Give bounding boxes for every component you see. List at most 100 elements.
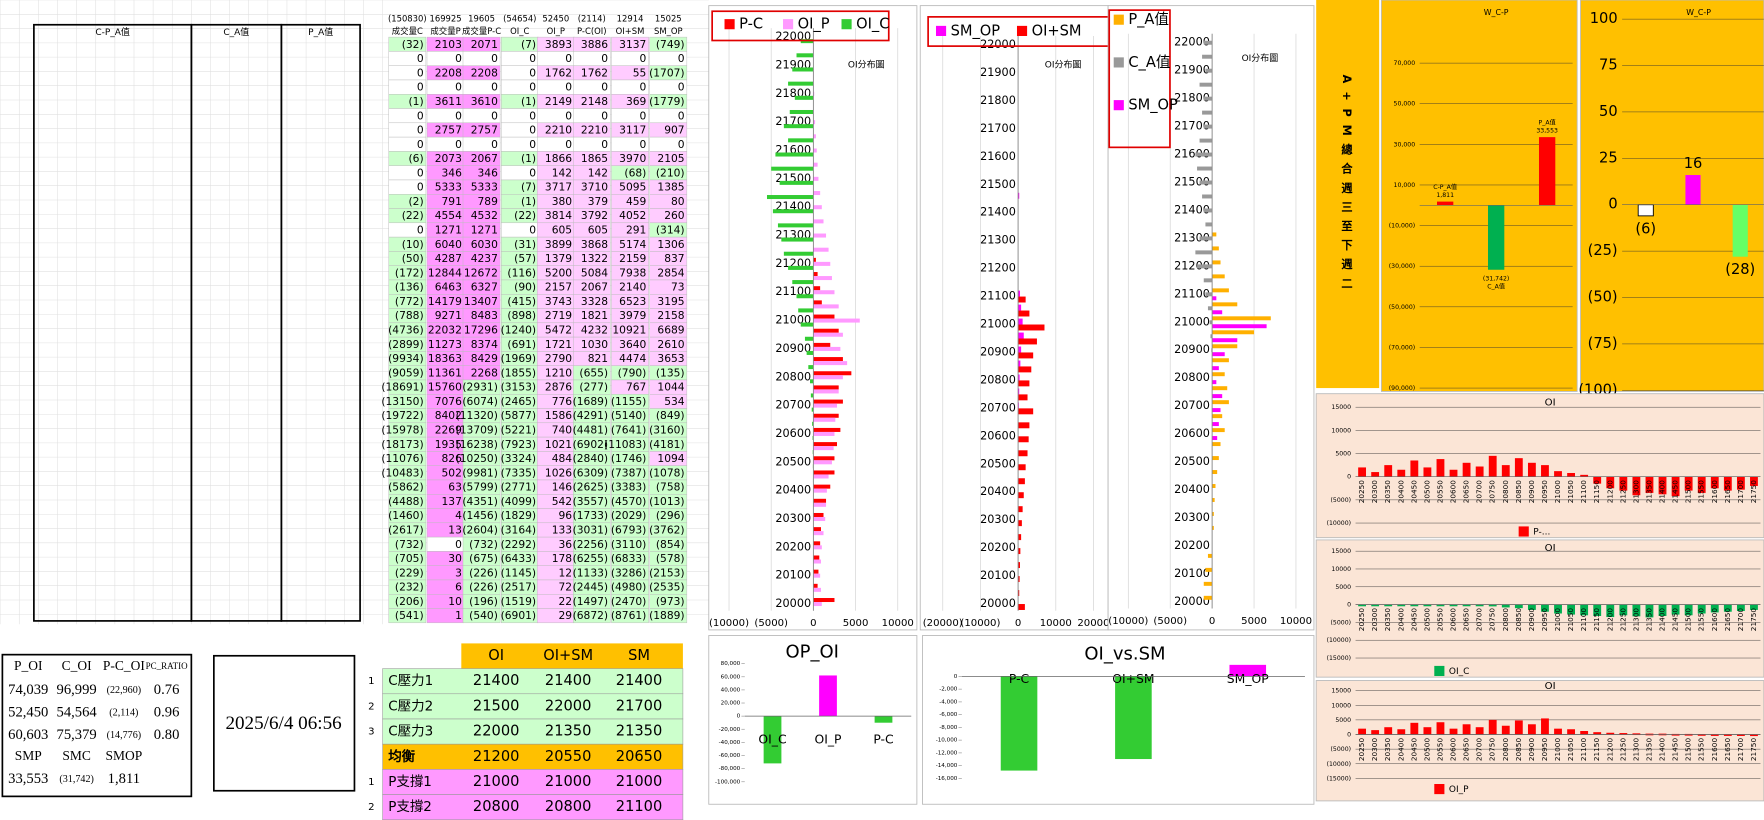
bar	[788, 81, 814, 86]
bar	[813, 456, 835, 461]
bar	[1018, 352, 1034, 359]
table-cell-text: 30	[448, 552, 462, 565]
data-label: 16	[1684, 155, 1703, 172]
levels-name: 均衡	[388, 748, 415, 765]
table-cell-text: 1322	[581, 252, 608, 265]
table-cell-text: 11273	[428, 338, 462, 351]
table-cell-text: 3611	[435, 95, 462, 108]
x-tick-label: 20900	[1527, 738, 1536, 762]
bar	[1018, 380, 1030, 387]
bar	[813, 559, 821, 564]
table-cell-text: 2268	[471, 366, 498, 379]
table-cell-text: 3710	[581, 181, 608, 194]
levels-value: 21350	[545, 723, 591, 740]
table-cell-text: 2208	[471, 66, 498, 79]
y-tick-label: (10000)	[1327, 637, 1351, 644]
table-cell-text: 3979	[619, 309, 646, 322]
bar	[1197, 166, 1213, 171]
table-cell-text: 0	[529, 138, 536, 151]
table-cell-text: (2931)	[462, 381, 498, 394]
x-tick-label: 21500	[1684, 480, 1693, 504]
y-tick-label: (5000)	[1331, 746, 1352, 753]
bar	[1637, 204, 1654, 217]
table-cell-text: 1935	[435, 438, 462, 451]
x-tick-label: 20350	[1383, 738, 1392, 762]
bar	[813, 290, 835, 295]
bar	[1202, 194, 1213, 199]
table-cell-text: 55	[633, 66, 647, 79]
y-tick-label: (75)	[1588, 335, 1618, 352]
table-cell-text: 0	[455, 109, 462, 122]
bar	[1514, 458, 1523, 477]
summary-header: SMC	[62, 748, 90, 763]
levels-value: 21000	[616, 773, 662, 790]
x-tick-label: OI_C	[758, 733, 786, 747]
table-cell-text: 2073	[435, 152, 462, 165]
x-tick-label: 21450	[1671, 738, 1680, 762]
summary-border	[1, 653, 193, 798]
table-cell-text: (5877)	[501, 409, 536, 422]
table-cell-text: 80	[671, 195, 685, 208]
bar	[788, 265, 814, 270]
table-cell-text: 0	[491, 138, 498, 151]
table-cell-text: 0	[417, 66, 424, 79]
table-cell-text: 2105	[657, 152, 684, 165]
table-cell-text: (31)	[514, 238, 536, 251]
table-cell-text: 2876	[545, 381, 572, 394]
table-cell-text: (1078)	[649, 466, 685, 479]
bar	[1018, 520, 1022, 527]
table-cell-text: 346	[477, 166, 498, 179]
bar	[1203, 96, 1213, 101]
table-cell-text: 36	[559, 538, 573, 551]
table-cell-text: (277)	[579, 381, 608, 394]
table-cell-text: 379	[588, 195, 609, 208]
table-cell-text: (2617)	[388, 524, 424, 537]
table-cell-text: 0	[455, 81, 462, 94]
y-tick-label: 21500	[980, 178, 1016, 191]
y-tick-label: 10000	[1331, 566, 1351, 573]
table-cell-text: 2067	[581, 281, 608, 294]
x-tick-label: 21300	[1631, 738, 1640, 762]
table-cell-text: (1145)	[501, 566, 536, 579]
bar	[1606, 604, 1615, 618]
y-tick-label: 20400	[775, 484, 811, 497]
table-cell-text: (16238)	[456, 438, 498, 451]
x-tick-label: SM_OP	[1227, 672, 1269, 686]
y-tick-label: 21800	[1174, 92, 1210, 105]
bar	[1000, 676, 1038, 771]
table-cell-text: 0	[529, 81, 536, 94]
table-cell-text: 0	[640, 52, 647, 65]
column-total: (150830)	[388, 14, 427, 24]
table-cell-text: (2153)	[649, 566, 685, 579]
x-tick-label: 21150	[1592, 608, 1601, 632]
table-cell-text: 5472	[545, 324, 572, 337]
bar	[1384, 604, 1393, 607]
bar	[813, 389, 839, 394]
table-cell-text: (854)	[656, 538, 685, 551]
table-cell-text: 0	[417, 138, 424, 151]
bar	[813, 304, 839, 309]
y-tick-label: 21500	[1174, 176, 1210, 189]
x-tick-label: 21400	[1658, 738, 1667, 762]
levels-row-bg	[382, 693, 684, 720]
table-cell-text: 1865	[581, 152, 608, 165]
x-tick-label: 21500	[1684, 608, 1693, 632]
x-tick-label: 20600	[1449, 738, 1458, 762]
table-cell-text: 907	[664, 124, 684, 137]
legend-label: OI+SM	[1032, 22, 1082, 39]
x-tick-label: 20850	[1514, 738, 1523, 762]
bar	[1199, 82, 1213, 87]
x-tick-label: 20450	[1409, 608, 1418, 632]
bar	[1018, 332, 1024, 339]
y-tick-label: -16,000	[936, 776, 958, 782]
bar	[1018, 450, 1028, 457]
table-cell-text: (1)	[409, 95, 424, 108]
table-cell-text: (3383)	[611, 481, 647, 494]
y-tick-label: 20800	[775, 370, 811, 383]
y-tick-label: 20300	[980, 513, 1016, 526]
x-tick-label: 20300	[1370, 480, 1379, 504]
bar	[1212, 456, 1219, 461]
table-cell-text: 3893	[545, 38, 572, 51]
bar	[813, 120, 816, 125]
table-cell-text: (655)	[579, 366, 608, 379]
